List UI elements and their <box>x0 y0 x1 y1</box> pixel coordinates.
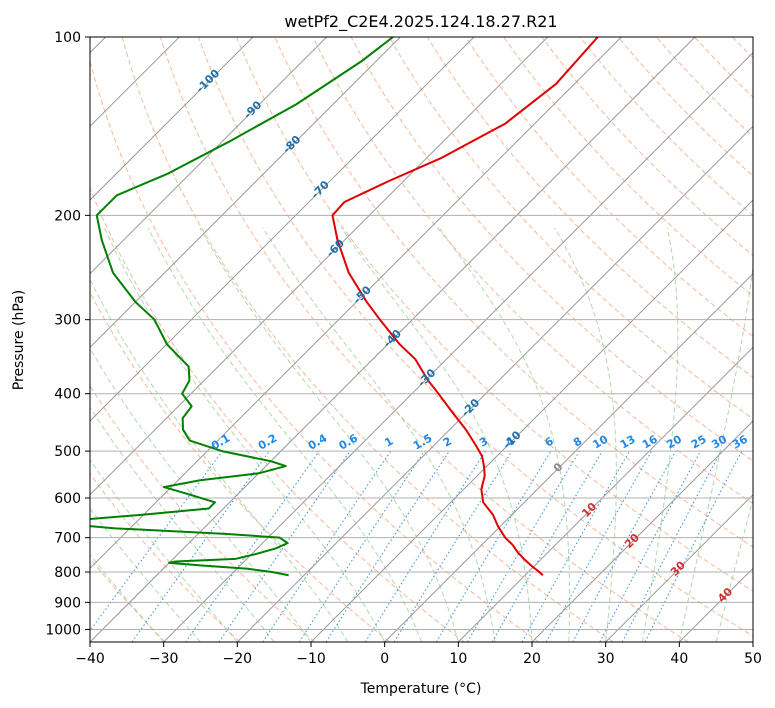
isotherm-line <box>457 346 753 642</box>
dry-adiabat <box>121 37 614 642</box>
mixing-ratio-line <box>298 450 425 642</box>
x-tick-label: −10 <box>296 651 326 667</box>
isotherm-line <box>236 125 753 642</box>
y-tick-label: 300 <box>54 313 81 329</box>
temperature-line <box>331 37 599 576</box>
dewpoint-line <box>90 37 394 577</box>
dry-adiabat <box>90 384 316 642</box>
dry-adiabat <box>579 37 753 217</box>
dry-adiabat <box>90 59 540 642</box>
mixing-ratio-line <box>90 450 223 632</box>
dry-adiabat <box>465 37 753 337</box>
x-axis-title: Temperature (°C) <box>360 681 482 697</box>
moist-adiabat <box>90 553 165 642</box>
mixing-ratio-line <box>131 450 270 642</box>
y-tick-label: 500 <box>54 444 81 460</box>
moist-adiabat <box>262 227 496 642</box>
x-tick-label: 30 <box>597 651 615 667</box>
dry-adiabat <box>90 291 390 642</box>
isotherm-line <box>310 199 753 642</box>
moist-adiabat <box>90 406 275 642</box>
mixing-ratio-line <box>393 450 513 642</box>
moist-adiabat <box>678 262 753 642</box>
mixing-ratio-line <box>218 450 351 642</box>
dry-adiabat <box>274 37 753 548</box>
isotherm-line <box>90 37 254 201</box>
mixing-ratio-line <box>325 450 450 642</box>
moist-adiabat <box>103 227 386 642</box>
x-tick-label: 50 <box>744 651 762 667</box>
x-tick-label: −40 <box>75 651 105 667</box>
moist-adiabat <box>147 227 422 642</box>
y-tick-label: 1000 <box>45 622 81 638</box>
x-tick-label: −20 <box>223 651 253 667</box>
y-tick-label: 100 <box>54 30 81 46</box>
moist-adiabat <box>340 227 533 642</box>
moist-adiabat <box>90 347 312 642</box>
x-tick-label: 40 <box>670 651 688 667</box>
y-tick-label: 800 <box>54 565 81 581</box>
dry-adiabat <box>312 37 753 505</box>
x-tick-label: 0 <box>380 651 389 667</box>
isotherm-line <box>90 37 328 275</box>
y-axis-title: Pressure (hPa) <box>11 290 27 390</box>
dry-adiabat <box>159 37 689 642</box>
mixing-ratio-line <box>545 450 653 642</box>
profiles <box>90 37 599 577</box>
x-axis: −40 −30 −20 −10 0 10 20 30 40 50 <box>75 642 762 667</box>
isotherm-line <box>90 37 696 642</box>
x-tick-label: 20 <box>523 651 541 667</box>
isotherm-line <box>384 272 753 642</box>
dry-adiabat <box>90 186 465 642</box>
mixing-ratio-line <box>262 450 392 642</box>
y-tick-label: 900 <box>54 595 81 611</box>
y-tick-label: 200 <box>54 208 81 224</box>
x-tick-label: 10 <box>449 651 467 667</box>
mixing-ratio-line <box>644 450 743 642</box>
isotherm-line <box>90 37 475 422</box>
mixing-ratio-line <box>521 450 630 642</box>
moist-adiabat <box>554 227 617 642</box>
isotherm-line <box>90 37 401 349</box>
dry-adiabat <box>426 37 753 378</box>
dry-adiabat <box>236 37 753 592</box>
y-tick-label: 600 <box>54 491 81 507</box>
chart-title: wetPf2_C2E4.2025.124.18.27.R21 <box>284 12 557 32</box>
y-tick-label: 700 <box>54 531 81 547</box>
isotherm-line <box>90 37 549 496</box>
background-lines <box>90 37 753 642</box>
moist-adiabat <box>90 507 201 642</box>
mixing-ratio-line <box>185 450 320 642</box>
isotherm-line <box>163 51 753 642</box>
plot-frame <box>89 36 754 643</box>
moist-adiabat <box>438 227 571 642</box>
mixing-ratio-line <box>572 450 677 642</box>
dry-adiabat <box>90 472 241 642</box>
isotherm-line <box>605 493 753 642</box>
x-tick-label: −30 <box>149 651 179 667</box>
y-axis: 1000 900 800 700 600 500 400 300 200 100 <box>45 30 90 638</box>
isotherm-line <box>90 37 622 570</box>
moist-adiabat <box>90 459 238 642</box>
isotherm-line <box>531 420 753 642</box>
y-tick-label: 400 <box>54 387 81 403</box>
dry-adiabat <box>350 37 753 462</box>
